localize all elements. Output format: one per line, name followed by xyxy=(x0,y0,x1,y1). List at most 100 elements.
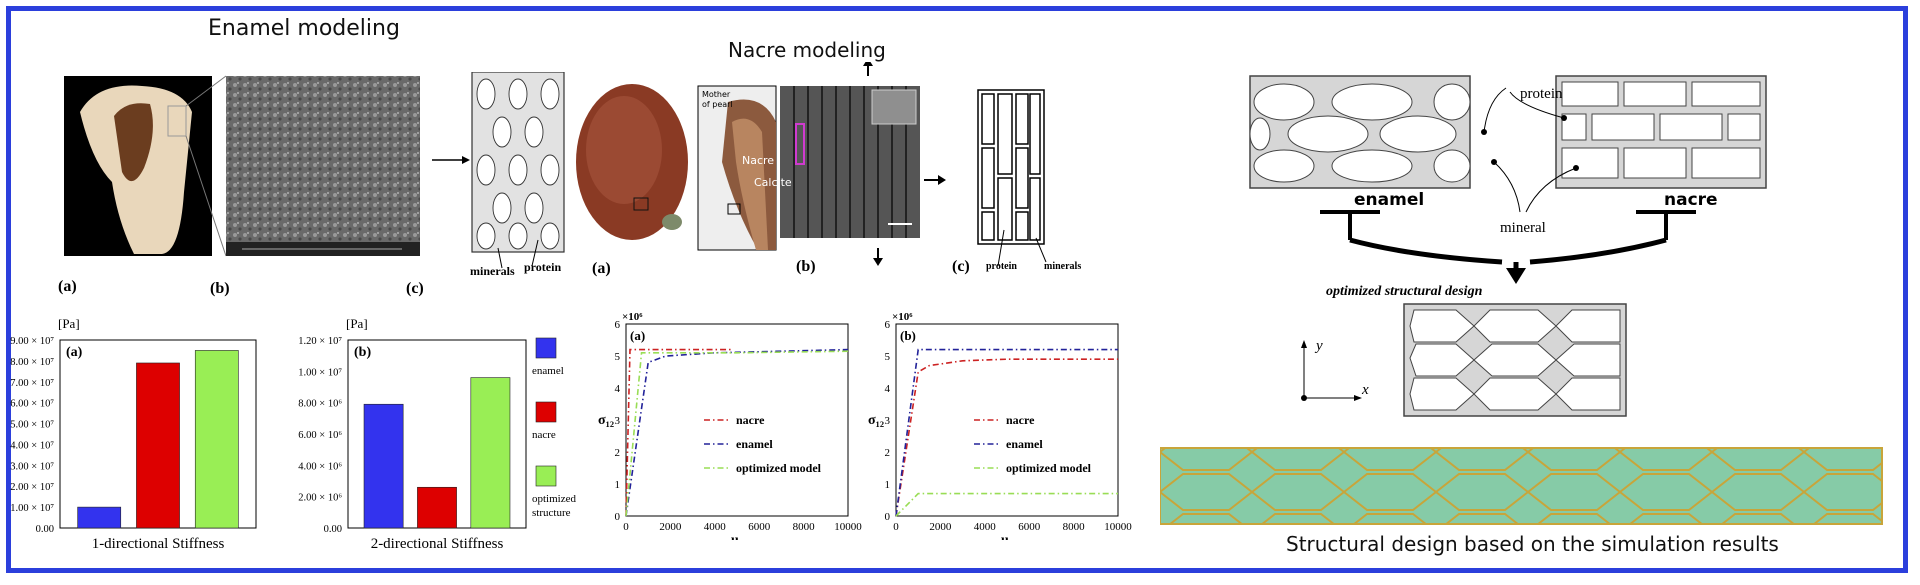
x-axis-label: 1-directional Stiffness xyxy=(92,536,225,552)
nacre-photo-label: Nacre xyxy=(742,154,775,167)
legend-label: optimized xyxy=(532,493,576,505)
y-tick-label: 2 xyxy=(615,447,621,459)
y-tick-label: 2 xyxy=(885,447,891,459)
enamel-minerals-label: minerals xyxy=(470,264,515,278)
x-tick-label: 4000 xyxy=(974,521,997,533)
bottom-right-title: Structural design based on the simulatio… xyxy=(1286,532,1779,556)
enamel-label-b: (b) xyxy=(210,280,230,297)
y-tick-label: 4 xyxy=(885,383,891,395)
y-tick-label: 6.00 × 10⁷ xyxy=(10,399,54,410)
series-line-nacre xyxy=(625,348,733,517)
y-tick-label: 4.00 × 10⁶ xyxy=(298,461,342,472)
plot-frame xyxy=(895,323,1119,517)
y-multiplier: ×10⁶ xyxy=(892,311,913,323)
legend-swatch-optimized-structure xyxy=(535,465,557,487)
schematic-mineral-label: mineral xyxy=(1500,220,1546,236)
enamel-modeling-title: Enamel modeling xyxy=(208,16,400,41)
optimized-design-label: optimized structural design xyxy=(1326,284,1483,299)
bar-nacre xyxy=(136,362,180,529)
y-tick-label: 1.00 × 10⁷ xyxy=(298,367,342,378)
series-line-enamel xyxy=(895,348,1118,517)
line-chart-u1: ×10⁶ (a) 0 1 2 3 4 5 6 0 2000 4000 6000 8000 10000 σ₁₂ u… xyxy=(598,311,862,540)
y-tick-label: 3 xyxy=(615,415,621,427)
x-tick-label: 6000 xyxy=(748,521,771,533)
y-tick-label: 3.00 × 10⁷ xyxy=(10,461,54,472)
x-tick-label: 2000 xyxy=(659,521,682,533)
y-tick-label: 4 xyxy=(615,383,621,395)
y-tick-label: 0 xyxy=(615,511,621,523)
legend-label: optimized model xyxy=(1006,461,1092,475)
panel-label: (b) xyxy=(900,328,916,343)
calcite-label: Calcite xyxy=(754,176,792,189)
y-tick-label: 3 xyxy=(885,415,891,427)
nacre-imagery xyxy=(576,62,1047,267)
y-tick-label: 1 xyxy=(615,479,621,491)
unit-label: [Pa] xyxy=(346,316,368,331)
y-axis-label: σ₁₂ xyxy=(868,413,884,428)
bar-enamel xyxy=(77,506,122,529)
series-line-enamel xyxy=(625,348,849,517)
bar-enamel xyxy=(363,403,404,529)
panel-label: (a) xyxy=(630,328,645,343)
y-tick-label: 6 xyxy=(885,319,891,331)
axis-y-label: y xyxy=(1316,338,1323,354)
y-tick-label: 9.00 × 10⁷ xyxy=(10,336,54,347)
plot-frame xyxy=(625,323,849,517)
y-tick-label: 8.00 × 10⁶ xyxy=(298,399,342,410)
legend-label: nacre xyxy=(532,429,556,441)
nacre-modeling-title: Nacre modeling xyxy=(728,38,886,62)
x-tick-label: 10000 xyxy=(1104,521,1132,533)
y-tick-label: 2.00 × 10⁷ xyxy=(10,482,54,493)
bar-optimized-structure xyxy=(470,377,511,529)
legend-label: enamel xyxy=(1006,437,1043,451)
legend-swatch-nacre xyxy=(535,401,557,423)
nacre-label-a: (a) xyxy=(592,260,611,277)
y-tick-label: 8.00 × 10⁷ xyxy=(10,357,54,368)
x-tick-label: 8000 xyxy=(1063,521,1086,533)
y-tick-label: 1 xyxy=(885,479,891,491)
y-axis-label: σ₁₂ xyxy=(598,413,614,428)
nacre-label-b: (b) xyxy=(796,258,816,275)
legend-label: optimized model xyxy=(736,461,822,475)
y-tick-label: 7.00 × 10⁷ xyxy=(10,378,54,389)
x-tick-label: 0 xyxy=(893,521,899,533)
x-tick-label: 0 xyxy=(623,521,629,533)
nacre-minerals-label: minerals xyxy=(1044,261,1082,272)
y-tick-label: 1.20 × 10⁷ xyxy=(298,336,342,347)
nacre-label-c: (c) xyxy=(952,258,970,275)
enamel-label-c: (c) xyxy=(406,280,424,297)
enamel-imagery xyxy=(64,72,565,269)
y-tick-label: 6 xyxy=(615,319,621,331)
enamel-label-a: (a) xyxy=(58,278,77,295)
y-tick-label: 5 xyxy=(615,351,621,363)
legend-label: enamel xyxy=(532,365,564,377)
line-chart-u2: ×10⁶ (b) 0 1 2 3 4 5 6 0 2000 4000 6000 8000 10000 σ₁₂ u… xyxy=(868,311,1132,540)
legend-swatch-enamel xyxy=(535,337,557,359)
mother-of-pearl-label: Mother of pearl xyxy=(702,90,733,109)
y-tick-label: 1.00 × 10⁷ xyxy=(10,503,54,514)
y-tick-label: 6.00 × 10⁶ xyxy=(298,430,342,441)
axis-x-label: x xyxy=(1362,382,1369,398)
unit-label: [Pa] xyxy=(58,316,80,331)
schematic-enamel-label: enamel xyxy=(1354,190,1425,210)
y-tick-label: 5.00 × 10⁷ xyxy=(10,420,54,431)
enamel-protein-label: protein xyxy=(524,260,562,274)
schematic-nacre-label: nacre xyxy=(1664,190,1718,210)
bar-chart-2-directional: [Pa] (b) 0.00 2.00 × 10⁶ 4.00 × 10⁶ 6.00 × 10… xyxy=(298,316,576,552)
panel-label: (b) xyxy=(354,345,371,360)
x-axis-label: u₂ xyxy=(1001,533,1013,540)
x-tick-label: 6000 xyxy=(1018,521,1040,533)
x-tick-label: 4000 xyxy=(704,521,727,533)
y-tick-label: 2.00 × 10⁶ xyxy=(298,493,342,504)
series-line-optimized-model xyxy=(895,492,1118,517)
y-tick-label: 0.00 xyxy=(324,524,342,535)
bar-nacre xyxy=(417,486,457,529)
x-axis-label: u₁ xyxy=(731,533,743,540)
schematic-protein-label: protein xyxy=(1520,86,1563,102)
x-tick-label: 10000 xyxy=(834,521,862,533)
enamel-sem-image xyxy=(226,76,420,256)
legend-label: nacre xyxy=(1006,413,1035,427)
simulation-result-strip xyxy=(1160,447,1883,525)
y-multiplier: ×10⁶ xyxy=(622,311,643,323)
x-tick-label: 2000 xyxy=(929,521,952,533)
